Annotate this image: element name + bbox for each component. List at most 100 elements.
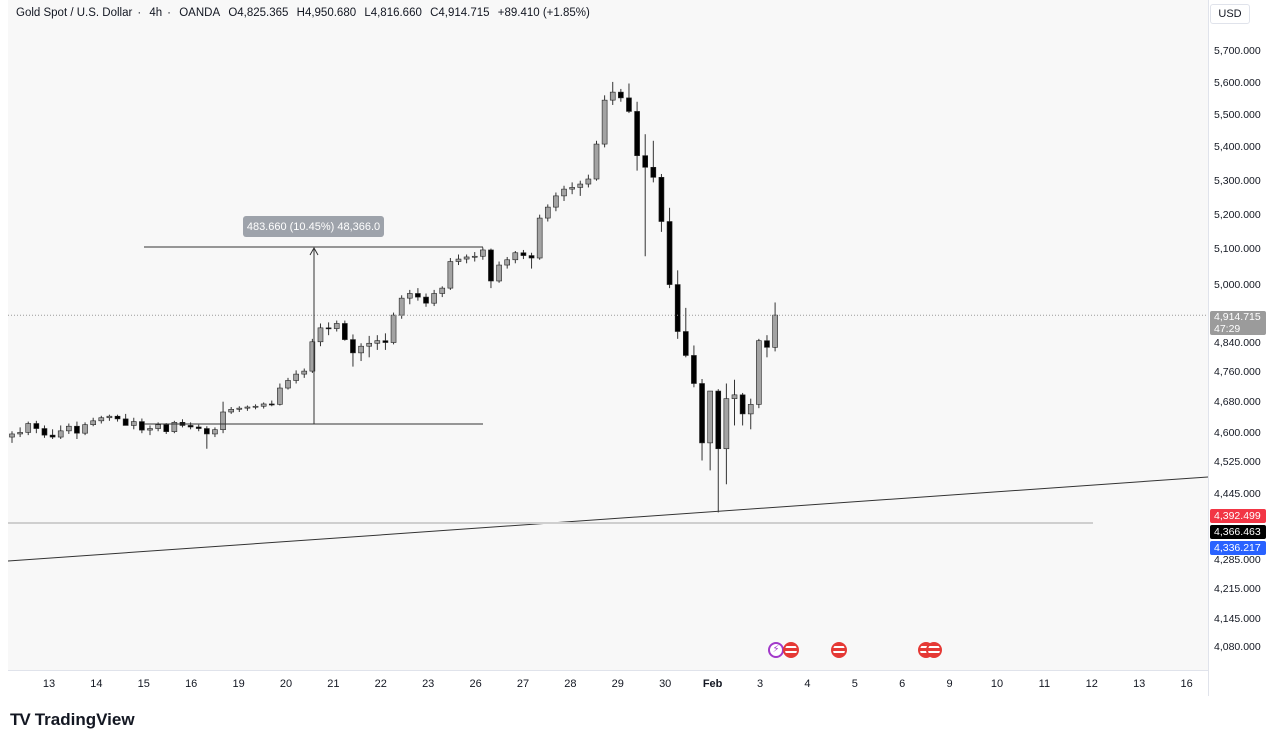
tradingview-wordmark: TradingView [34, 710, 135, 729]
price-tick-label: 4,285.000 [1214, 553, 1261, 566]
candle-body [74, 425, 80, 434]
candle-body [130, 421, 137, 426]
candle-body [187, 425, 194, 428]
price-tick-label: 4,145.000 [1214, 612, 1261, 625]
us-flag-event-icon[interactable] [926, 642, 942, 658]
candle-body [431, 293, 437, 304]
candle-body [260, 403, 267, 407]
time-tick-label: 26 [469, 678, 482, 690]
time-tick-label: 16 [1180, 678, 1193, 690]
candle-body [674, 284, 681, 332]
candle-body [488, 249, 494, 282]
price-tick-label: 4,840.000 [1214, 336, 1261, 349]
price-tick-label: 5,200.000 [1214, 208, 1261, 221]
time-tick-label: 4 [804, 678, 811, 690]
time-tick-label: 20 [279, 678, 293, 690]
candle-body [317, 327, 324, 343]
time-tick-label: 5 [851, 678, 858, 690]
current-price-badge: 4,914.715 47:29 [1210, 311, 1266, 335]
candle-body [293, 373, 299, 381]
time-tick-label: 19 [232, 678, 245, 690]
ohlc-close: C4,914.715 [430, 7, 490, 19]
time-tick-label: 27 [516, 678, 530, 690]
currency-button[interactable]: USD [1210, 4, 1250, 24]
interval-label[interactable]: 4h [149, 7, 163, 19]
candle-body [195, 426, 202, 429]
candle-body [415, 293, 421, 298]
ohlc-change: +89.410 (+1.85%) [497, 7, 590, 19]
price-tick-label: 4,680.000 [1214, 396, 1261, 409]
symbol-name[interactable]: Gold Spot / U.S. Dollar [16, 7, 133, 19]
lightning-event-icon[interactable]: ⚡ [768, 642, 784, 658]
header-separator: · [137, 7, 142, 19]
candle-body [577, 183, 584, 188]
price-tick-label: 4,600.000 [1214, 427, 1261, 440]
candle-body [325, 327, 332, 330]
candle-body [204, 428, 210, 435]
price-tick-label: 4,525.000 [1214, 456, 1261, 469]
price-tick-label: 4,080.000 [1214, 641, 1261, 653]
time-tick-label: 22 [374, 678, 387, 690]
time-tick-label: 16 [185, 678, 198, 690]
candle-body [756, 340, 762, 405]
time-tick-label: 30 [659, 678, 672, 690]
measure-arrow-head [309, 246, 319, 256]
time-tick-label: 28 [564, 678, 577, 690]
candle-body [699, 383, 705, 444]
measure-tool-label[interactable]: 483.660 (10.45%) 48,366.0 [243, 216, 384, 237]
candle-body [163, 424, 170, 432]
candle-body [212, 429, 218, 435]
candle-body [715, 390, 722, 450]
us-flag-event-icon[interactable] [783, 642, 799, 658]
chart-area[interactable] [8, 0, 1208, 670]
candle-body [147, 428, 153, 431]
time-tick-label: 9 [946, 678, 953, 690]
candle-body [333, 323, 340, 329]
price-axis[interactable] [1208, 0, 1280, 696]
candle-body [691, 355, 697, 384]
candle-body [544, 206, 551, 219]
candle-body [309, 341, 316, 372]
candle-body [17, 432, 23, 435]
tradingview-logo[interactable]: TV TradingView [10, 710, 135, 730]
time-tick-label: 21 [327, 678, 340, 690]
us-flag-event-icon[interactable] [831, 642, 847, 658]
candle-body [739, 394, 746, 415]
time-tick-label: 6 [899, 678, 906, 690]
candle-body [666, 221, 673, 285]
candle-body [585, 178, 592, 185]
candle-body [57, 430, 64, 438]
current-price-value: 4,914.715 [1214, 311, 1261, 323]
candle-body [650, 166, 657, 178]
candle-body [642, 155, 649, 168]
candle-body [747, 404, 754, 415]
candlestick-chart[interactable] [8, 0, 1208, 670]
candle-body [447, 261, 454, 289]
candle-body [707, 390, 713, 444]
candle-body [439, 287, 446, 294]
candle-body [480, 249, 486, 257]
candle-body [764, 340, 770, 348]
candle-body [285, 380, 291, 389]
candle-body [342, 323, 348, 340]
price-tick-label: 4,215.000 [1214, 582, 1261, 595]
broker-label: OANDA [179, 7, 221, 19]
candle-body [772, 314, 778, 348]
candle-body [634, 111, 640, 156]
candle-body [244, 406, 251, 409]
candle-body [236, 407, 243, 410]
time-tick-label: 15 [137, 678, 150, 690]
price-level-badge: 4,336.217 [1210, 541, 1266, 555]
candle-body [98, 417, 105, 422]
candle-body [66, 425, 72, 432]
candle-body [33, 423, 40, 429]
candle-body [423, 296, 429, 304]
candle-body [536, 217, 543, 259]
candle-body [723, 398, 730, 450]
candle-body [528, 255, 535, 259]
candle-body [626, 97, 632, 112]
time-axis[interactable] [8, 670, 1208, 697]
candle-body [561, 188, 567, 197]
candle-body [350, 339, 356, 354]
candle-body [382, 340, 389, 343]
